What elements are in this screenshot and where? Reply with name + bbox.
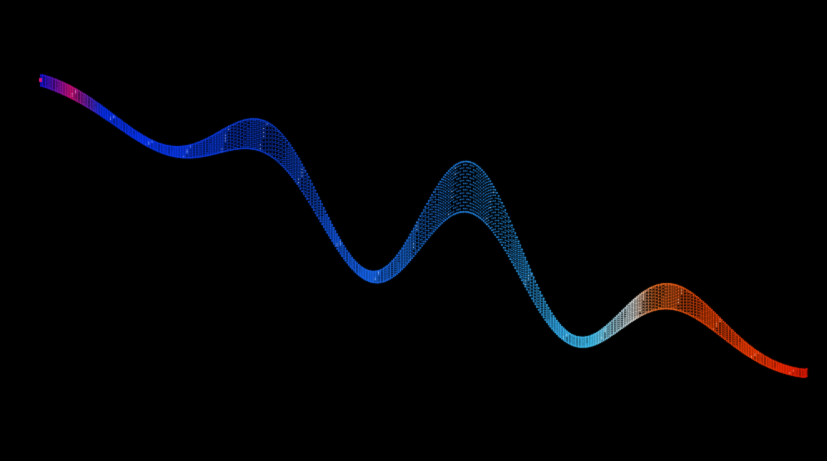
plot-overlay-layer: [0, 0, 827, 461]
figure-canvas: [0, 0, 827, 461]
sine-ribbon-surface-plot: [0, 0, 827, 461]
